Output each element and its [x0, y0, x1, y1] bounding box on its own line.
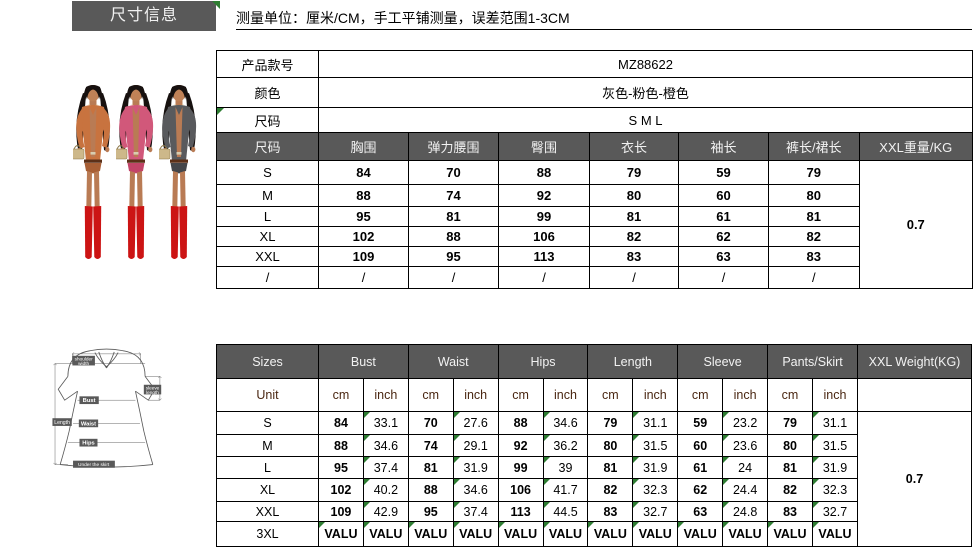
svg-text:Hips: Hips [82, 441, 95, 447]
svg-text:Bust: Bust [83, 398, 96, 404]
svg-text:Under the skirt: Under the skirt [78, 462, 110, 468]
svg-text:length: length [146, 390, 159, 395]
svg-text:Waist: Waist [81, 421, 96, 427]
svg-text:Length: Length [54, 420, 70, 426]
svg-text:width: width [78, 361, 89, 366]
